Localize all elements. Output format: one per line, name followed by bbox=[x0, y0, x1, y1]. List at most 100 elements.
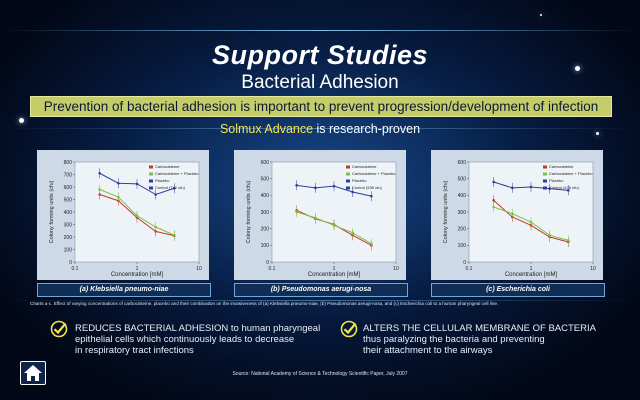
info-banner: Prevention of bacterial adhesion is impo… bbox=[30, 96, 612, 117]
legend-label: Carbocisteine bbox=[352, 164, 377, 169]
data-point bbox=[492, 199, 495, 202]
y-tick-label: 500 bbox=[261, 176, 270, 182]
chart-pseudomonas: 0 100 200 300 400 500 600 0.1 1 10 Concentration [… bbox=[246, 160, 399, 278]
tagline-text: is research-proven bbox=[313, 122, 421, 136]
charts-caption: Charts a-c. Effect of varying concentrat… bbox=[30, 301, 499, 306]
y-tick-label: 500 bbox=[64, 197, 73, 203]
y-tick-label: 300 bbox=[458, 210, 467, 216]
source-citation: Source: National Academy of Science & Te… bbox=[232, 371, 408, 377]
plot-area bbox=[271, 161, 397, 263]
data-point bbox=[295, 210, 298, 214]
y-tick-label: 600 bbox=[261, 160, 270, 166]
brand-name: Solmux Advance bbox=[219, 122, 314, 136]
bullet-2-line-2: thus paralyzing the bacteria and prevent… bbox=[363, 334, 545, 345]
data-point bbox=[332, 224, 336, 227]
page-title: Support Studies bbox=[212, 40, 428, 70]
y-tick-label: 400 bbox=[64, 210, 73, 216]
data-point bbox=[332, 184, 336, 188]
data-point bbox=[529, 220, 533, 224]
chart-panel-a: 0 100 200 300 400 500 600 700 800 0.1 1 10 Concentra… bbox=[37, 150, 209, 280]
legend-label: Placebo bbox=[352, 178, 367, 183]
legend-swatch bbox=[543, 179, 547, 183]
y-tick-label: 300 bbox=[64, 222, 73, 228]
chart-b-caption: (b) Pseudomonas aerugi-nosa bbox=[234, 283, 408, 297]
y-tick-label: 0 bbox=[463, 260, 466, 266]
chart-panel-c: 0 100 200 300 400 500 600 0.1 1 10 Concentration [… bbox=[431, 150, 603, 280]
tagline: Solmux Advance is research-proven bbox=[0, 122, 640, 136]
bullet-1-line-1: REDUCES BACTERIAL ADHESION to human phar… bbox=[75, 323, 321, 334]
y-tick-label: 0 bbox=[266, 260, 269, 266]
legend-label: Carbocisteine bbox=[155, 164, 180, 169]
x-axis-label: Concentration [mM] bbox=[111, 272, 164, 278]
check-icon bbox=[50, 320, 68, 338]
x-tick-label: 10 bbox=[196, 266, 202, 272]
legend-swatch bbox=[149, 172, 153, 176]
bullet-2-line-1: ALTERS THE CELLULAR MEMBRANE OF BACTERIA bbox=[363, 323, 596, 334]
data-point bbox=[492, 205, 495, 209]
data-point bbox=[173, 233, 176, 237]
legend-label: Control (742 cfu) bbox=[155, 185, 185, 190]
x-tick-label: 1 bbox=[333, 266, 336, 272]
x-tick-label: 0.1 bbox=[466, 266, 473, 272]
y-tick-label: 200 bbox=[64, 235, 73, 241]
y-tick-label: 0 bbox=[69, 260, 72, 266]
chart-c-caption: (c) Escherichia coli bbox=[431, 283, 605, 297]
data-point bbox=[492, 180, 495, 184]
data-point bbox=[511, 186, 514, 190]
y-tick-label: 700 bbox=[64, 172, 73, 178]
legend-swatch bbox=[346, 179, 350, 183]
y-tick-label: 400 bbox=[458, 193, 467, 199]
bullet-1-line-3: in respiratory tract infections bbox=[75, 345, 194, 356]
chart-a-caption: (a) Klebsiella pneumo-niae bbox=[37, 283, 211, 297]
legend-swatch bbox=[346, 172, 350, 176]
data-point bbox=[548, 234, 551, 237]
data-point bbox=[154, 225, 157, 229]
legend-swatch bbox=[149, 186, 153, 190]
legend-swatch bbox=[543, 165, 547, 169]
legend-swatch bbox=[543, 172, 547, 176]
data-point bbox=[117, 181, 120, 185]
y-tick-label: 200 bbox=[458, 226, 467, 232]
data-point bbox=[117, 195, 120, 199]
data-point bbox=[135, 214, 139, 218]
y-tick-label: 500 bbox=[458, 176, 467, 182]
legend-label: Carbocisteine + Placebo bbox=[352, 171, 396, 176]
y-tick-label: 100 bbox=[64, 247, 73, 253]
legend-label: Placebo bbox=[549, 178, 564, 183]
chart-panel-b: 0 100 200 300 400 500 600 0.1 1 10 Concentration [… bbox=[234, 150, 406, 280]
y-tick-label: 200 bbox=[261, 226, 270, 232]
legend-label: Carbocisteine bbox=[549, 164, 574, 169]
x-tick-label: 10 bbox=[590, 266, 596, 272]
home-icon bbox=[24, 365, 42, 381]
data-point bbox=[154, 193, 157, 196]
y-tick-label: 400 bbox=[261, 193, 270, 199]
data-point bbox=[351, 190, 354, 194]
y-tick-label: 100 bbox=[458, 243, 467, 249]
bullet-alters-membrane: ALTERS THE CELLULAR MEMBRANE OF BACTERIA… bbox=[363, 323, 623, 356]
data-point bbox=[511, 212, 514, 215]
x-axis-label: Concentration [mM] bbox=[505, 272, 558, 278]
legend-label: Placebo bbox=[155, 178, 170, 183]
x-tick-label: 1 bbox=[136, 266, 139, 272]
legend-swatch bbox=[149, 179, 153, 183]
data-point bbox=[370, 194, 373, 198]
bullet-reduces-adhesion: REDUCES BACTERIAL ADHESION to human phar… bbox=[75, 323, 335, 356]
legend-label: Carbocisteine + Placebo bbox=[549, 171, 593, 176]
bullet-1-line-2: epithelial cells which continuously lead… bbox=[75, 334, 295, 345]
chart-escherichia: 0 100 200 300 400 500 600 0.1 1 10 Concentration [… bbox=[443, 160, 596, 278]
home-button[interactable] bbox=[20, 361, 46, 385]
y-tick-label: 300 bbox=[261, 210, 270, 216]
data-point bbox=[295, 184, 298, 187]
legend-label: Control (539 cfu) bbox=[352, 185, 382, 190]
x-tick-label: 0.1 bbox=[72, 266, 79, 272]
y-axis-label: Colony forming units (cfu) bbox=[49, 181, 55, 244]
page-subtitle: Bacterial Adhesion bbox=[241, 72, 399, 93]
data-point bbox=[98, 188, 101, 191]
legend-swatch bbox=[543, 186, 547, 190]
y-axis-label: Colony forming units (cfu) bbox=[246, 181, 252, 244]
data-point bbox=[548, 187, 551, 190]
y-tick-label: 600 bbox=[64, 185, 73, 191]
data-point bbox=[173, 186, 176, 190]
chart-klebsiella: 0 100 200 300 400 500 600 700 800 0.1 1 10 Concentra… bbox=[49, 160, 202, 278]
legend-swatch bbox=[346, 186, 350, 190]
